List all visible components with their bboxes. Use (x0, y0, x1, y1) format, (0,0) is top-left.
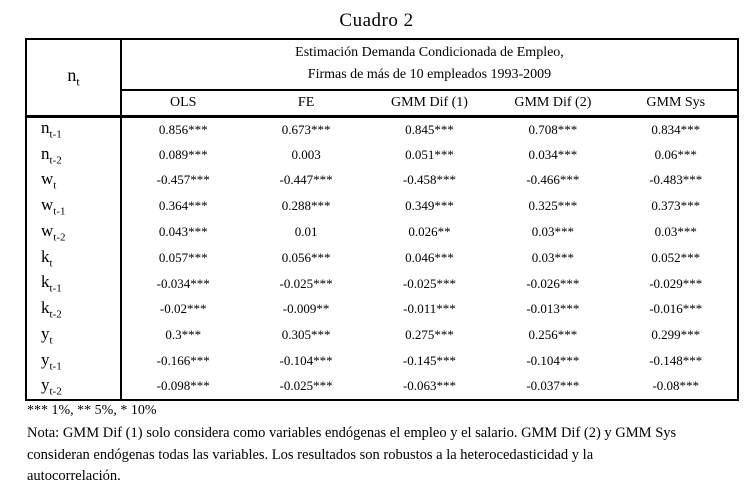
cell-value: 0.845*** (405, 121, 454, 137)
row-variable-label: yt-2 (26, 373, 122, 400)
cell-value: -0.025*** (402, 275, 457, 291)
cell-value: 0.673*** (281, 121, 331, 137)
cell-value: 0.052*** (651, 249, 701, 265)
cell-value: 0.051*** (405, 146, 454, 162)
cell-value: 0.373*** (651, 198, 701, 214)
cell-value: 0.089*** (158, 146, 208, 162)
cell-value: 0.06*** (654, 146, 697, 162)
cell-value: -0.025*** (279, 378, 333, 394)
cell-value: 0.305*** (281, 327, 331, 343)
cell-value: -0.148*** (649, 353, 703, 369)
table-row: kt 0.057*** 0.056*** 0.046*** 0.03*** 0.… (26, 244, 738, 271)
cell-value: 0.325*** (528, 198, 578, 214)
cell-value: 0.856*** (158, 121, 208, 137)
cell-value: -0.08*** (652, 378, 700, 394)
table-row: yt-1 -0.166*** -0.104*** -0.145*** -0.10… (26, 348, 738, 374)
table-note: Nota: GMM Dif (1) solo considera como va… (27, 423, 742, 488)
cell-value: 0.349*** (405, 198, 454, 214)
column-header-fe: FE (244, 90, 368, 118)
cell-value: 0.275*** (405, 327, 454, 343)
column-header-ols: OLS (121, 90, 245, 118)
cell-value: -0.104*** (526, 353, 580, 369)
column-header-gmm-dif-2: GMM Dif (2) (491, 90, 615, 118)
cell-value: -0.016*** (649, 301, 703, 317)
cell-value: 0.364*** (158, 198, 208, 214)
cell-value: -0.447*** (279, 172, 333, 188)
table-row: kt-2 -0.02*** -0.009** -0.011*** -0.013*… (26, 296, 738, 323)
cell-value: -0.063*** (402, 378, 457, 394)
table-row: wt-2 0.043*** 0.01 0.026** 0.03*** 0.03*… (26, 219, 738, 245)
table-caption: Cuadro 2 (339, 10, 414, 31)
cell-value: -0.458*** (402, 172, 457, 188)
row-variable-label: kt-1 (26, 270, 122, 297)
row-variable-label: yt (26, 322, 122, 349)
cell-value: -0.013*** (526, 301, 580, 317)
cell-value: 0.056*** (281, 249, 331, 265)
cell-value: 0.043*** (158, 224, 208, 240)
cell-value: 0.3*** (165, 327, 202, 343)
cell-value: -0.098*** (156, 378, 210, 394)
table-title-row: nt Estimación Demanda Condicionada de Em… (26, 39, 738, 118)
cell-value: -0.02*** (159, 301, 207, 317)
row-variable-label: wt-2 (26, 219, 122, 245)
cell-value: 0.01 (294, 224, 318, 240)
cell-value: -0.104*** (279, 353, 333, 369)
cell-value: 0.256*** (528, 327, 578, 343)
cell-value: 0.03*** (654, 224, 697, 240)
row-variable-label: wt (26, 167, 122, 194)
row-variable-label: nt-2 (26, 141, 122, 168)
row-variable-label: kt-2 (26, 296, 122, 323)
cell-value: 0.03*** (531, 224, 574, 240)
cell-value: -0.166*** (156, 353, 210, 369)
column-header-gmm-sys: GMM Sys (614, 90, 738, 118)
table-note-line3: autocorrelación. (27, 468, 121, 484)
cell-value: 0.003 (291, 146, 321, 162)
table-note-line1: Nota: GMM Dif (1) solo considera como va… (27, 425, 677, 441)
cell-value: -0.145*** (402, 353, 457, 369)
cell-value: -0.026*** (526, 275, 580, 291)
table-row: wt -0.457*** -0.447*** -0.458*** -0.466*… (26, 167, 738, 194)
column-header-gmm-dif-1: GMM Dif (1) (367, 90, 492, 118)
cell-value: 0.834*** (651, 121, 701, 137)
cell-value: 0.299*** (651, 327, 701, 343)
cell-value: 0.026** (408, 224, 451, 240)
cell-value: -0.011*** (403, 301, 456, 317)
results-table: nt Estimación Demanda Condicionada de Em… (25, 38, 739, 401)
table-row: nt-1 0.856*** 0.673*** 0.845*** 0.708***… (26, 116, 738, 142)
cell-value: -0.009** (282, 301, 330, 317)
cell-value: 0.057*** (158, 249, 208, 265)
cell-value: -0.457*** (156, 172, 210, 188)
table-row: yt-2 -0.098*** -0.025*** -0.063*** -0.03… (26, 373, 738, 400)
table-title-line2: Firmas de más de 10 empleados 1993-2009 (307, 67, 552, 82)
cell-value: -0.034*** (156, 275, 210, 291)
cell-value: 0.708*** (528, 121, 578, 137)
table-row: nt-2 0.089*** 0.003 0.051*** 0.034*** 0.… (26, 141, 738, 168)
cell-value: 0.046*** (405, 249, 454, 265)
table-row: kt-1 -0.034*** -0.025*** -0.025*** -0.02… (26, 270, 738, 297)
table-row: wt-1 0.364*** 0.288*** 0.349*** 0.325***… (26, 193, 738, 220)
cell-value: -0.029*** (649, 275, 703, 291)
table-note-line2: consideran endógenas todas las variables… (27, 446, 594, 463)
cell-value: 0.034*** (528, 146, 578, 162)
row-variable-label: wt-1 (26, 193, 122, 220)
column-header-row: OLS FE GMM Dif (1) GMM Dif (2) GMM Sys (26, 90, 738, 118)
corner-variable-label: nt (26, 39, 122, 118)
cell-value: -0.025*** (279, 275, 333, 291)
cell-value: 0.288*** (281, 198, 331, 214)
significance-legend: *** 1%, ** 5%, * 10% (27, 403, 157, 418)
table-title-line1: Estimación Demanda Condicionada de Emple… (295, 45, 564, 60)
cell-value: -0.466*** (526, 172, 580, 188)
cell-value: 0.03*** (531, 249, 574, 265)
row-variable-label: yt-1 (26, 348, 122, 374)
row-variable-label: kt (26, 244, 122, 271)
row-variable-label: nt-1 (26, 116, 122, 142)
cell-value: -0.037*** (526, 378, 580, 394)
table-row: yt 0.3*** 0.305*** 0.275*** 0.256*** 0.2… (26, 322, 738, 349)
cell-value: -0.483*** (649, 172, 703, 188)
table-title: Estimación Demanda Condicionada de Emple… (121, 39, 738, 91)
